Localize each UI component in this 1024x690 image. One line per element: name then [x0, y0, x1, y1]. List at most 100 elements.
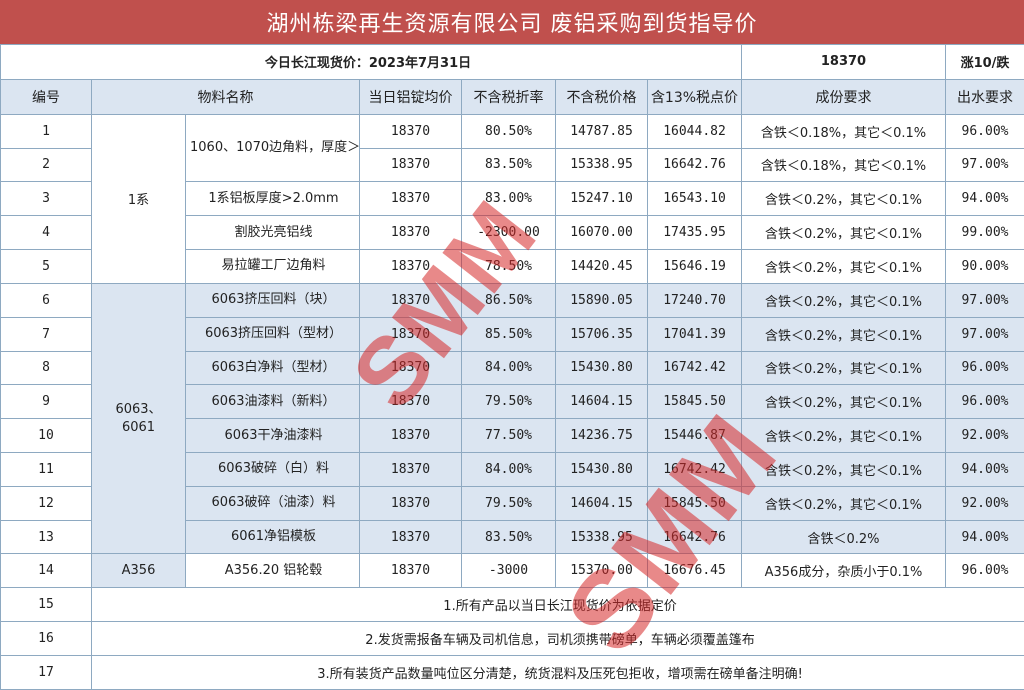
water-requirement: 97.00% [945, 147, 1024, 183]
row-number: 1 [0, 113, 92, 149]
water-requirement: 96.00% [945, 553, 1024, 589]
price-excl-tax: 14787.85 [555, 113, 648, 149]
discount-rate: 80.50% [461, 113, 556, 149]
table-row: 9 6063油漆料（新料） 18370 79.50% 14604.15 15845.50 含… [0, 384, 1024, 420]
price-excl-tax: 15338.95 [555, 147, 648, 183]
row-number: 12 [0, 485, 92, 521]
price-incl-tax: 17435.95 [647, 215, 742, 251]
table-row: 4 割胶光亮铝线 18370 -2300.00 16070.00 17435.95 含铁＜0… [0, 215, 1024, 251]
discount-rate: 83.50% [461, 519, 556, 555]
row-number: 6 [0, 282, 92, 318]
table-row: 12 6063破碎（油漆）料 18370 79.50% 14604.15 15845.50… [0, 485, 1024, 521]
row-number: 2 [0, 147, 92, 183]
discount-rate: 78.50% [461, 249, 556, 284]
ingot-avg-price: 18370 [359, 181, 462, 217]
header-cell: 编号 [0, 78, 92, 115]
water-requirement: 92.00% [945, 485, 1024, 521]
composition-requirement: 含铁＜0.2%，其它＜0.1% [741, 181, 946, 217]
discount-rate: -3000 [461, 553, 556, 589]
row-number: 8 [0, 350, 92, 386]
price-incl-tax: 16742.42 [647, 452, 742, 487]
spot-price-row: 今日长江现货价：2023年7月31日 18370 涨10/跌 [0, 44, 1024, 80]
spot-price-change: 涨10/跌 [945, 44, 1024, 80]
composition-requirement: 含铁＜0.2%，其它＜0.1% [741, 215, 946, 251]
ingot-avg-price: 18370 [359, 553, 462, 589]
ingot-avg-price: 18370 [359, 316, 462, 352]
spot-price-value: 18370 [741, 44, 946, 80]
composition-requirement: 含铁＜0.2%，其它＜0.1% [741, 350, 946, 386]
composition-requirement: A356成分，杂质小于0.1% [741, 553, 946, 589]
price-excl-tax: 16070.00 [555, 215, 648, 251]
material-name: 6063白净料（型材） [185, 350, 360, 386]
ingot-avg-price: 18370 [359, 452, 462, 487]
price-incl-tax: 15446.87 [647, 418, 742, 453]
price-excl-tax: 15430.80 [555, 350, 648, 386]
ingot-avg-price: 18370 [359, 485, 462, 521]
discount-rate: 85.50% [461, 316, 556, 352]
material-name: 割胶光亮铝线 [185, 215, 360, 251]
price-excl-tax: 15338.95 [555, 519, 648, 555]
table-row: 14 A356 A356.20 铝轮毂 18370 -3000 15370.00 16676… [0, 553, 1024, 589]
row-number: 16 [0, 621, 92, 657]
price-excl-tax: 15370.00 [555, 553, 648, 589]
water-requirement: 96.00% [945, 350, 1024, 386]
material-name: 1060、1070边角料，厚度＞2.0mm [185, 113, 360, 183]
price-excl-tax: 15430.80 [555, 452, 648, 487]
material-name: 6061净铝模板 [185, 519, 360, 555]
sheet-title: 湖州栋梁再生资源有限公司 废铝采购到货指导价 [0, 0, 1024, 44]
water-requirement: 94.00% [945, 452, 1024, 487]
price-excl-tax: 14236.75 [555, 418, 648, 453]
table-row: 8 6063白净料（型材） 18370 84.00% 15430.80 16742.42 含… [0, 350, 1024, 386]
row-number: 15 [0, 587, 92, 623]
discount-rate: 83.50% [461, 147, 556, 183]
discount-rate: 86.50% [461, 282, 556, 318]
table-row: 2 18370 83.50% 15338.95 16642.76 含铁＜0.18%，其它＜… [0, 147, 1024, 183]
note-text: 2.发货需报备车辆及司机信息，司机须携带磅单，车辆必须覆盖篷布 [91, 621, 1024, 657]
table-row: 10 6063干净油漆料 18370 77.50% 14236.75 15446.87 含铁… [0, 418, 1024, 453]
group-cell: 1系 [91, 113, 186, 284]
composition-requirement: 含铁＜0.18%，其它＜0.1% [741, 147, 946, 183]
header-cell: 出水要求 [945, 78, 1024, 115]
header-cell: 物料名称 [91, 78, 360, 115]
price-incl-tax: 15845.50 [647, 485, 742, 521]
discount-rate: -2300.00 [461, 215, 556, 251]
note-text: 1.所有产品以当日长江现货价为依据定价 [91, 587, 1024, 623]
price-incl-tax: 16543.10 [647, 181, 742, 217]
row-number: 17 [0, 655, 92, 690]
water-requirement: 96.00% [945, 384, 1024, 420]
header-cell: 当日铝锭均价 [359, 78, 462, 115]
note-text: 3.所有装货产品数量吨位区分清楚，统货混料及压死包拒收，增项需在磅单备注明确! [91, 655, 1024, 690]
header-cell: 成份要求 [741, 78, 946, 115]
material-name: 6063破碎（油漆）料 [185, 485, 360, 521]
discount-rate: 84.00% [461, 452, 556, 487]
ingot-avg-price: 18370 [359, 350, 462, 386]
composition-requirement: 含铁＜0.2%，其它＜0.1% [741, 316, 946, 352]
composition-requirement: 含铁＜0.2% [741, 519, 946, 555]
header-cell: 含13%税点价 [647, 78, 742, 115]
ingot-avg-price: 18370 [359, 519, 462, 555]
discount-rate: 83.00% [461, 181, 556, 217]
note-row: 15 1.所有产品以当日长江现货价为依据定价 [0, 587, 1024, 623]
material-name: 6063挤压回料（块） [185, 282, 360, 318]
row-number: 5 [0, 249, 92, 284]
price-incl-tax: 16676.45 [647, 553, 742, 589]
price-table: 今日长江现货价：2023年7月31日 18370 涨10/跌 编号 物料名称 当… [0, 44, 1024, 690]
price-incl-tax: 17240.70 [647, 282, 742, 318]
table-row: 11 6063破碎（白）料 18370 84.00% 15430.80 16742.42 含… [0, 452, 1024, 487]
ingot-avg-price: 18370 [359, 249, 462, 284]
price-incl-tax: 15646.19 [647, 249, 742, 284]
row-number: 7 [0, 316, 92, 352]
material-name: 6063挤压回料（型材） [185, 316, 360, 352]
water-requirement: 99.00% [945, 215, 1024, 251]
row-number: 4 [0, 215, 92, 251]
water-requirement: 97.00% [945, 316, 1024, 352]
price-excl-tax: 15706.35 [555, 316, 648, 352]
composition-requirement: 含铁＜0.2%，其它＜0.1% [741, 485, 946, 521]
ingot-avg-price: 18370 [359, 113, 462, 149]
table-row: 6 6063、 6061 6063挤压回料（块） 18370 86.50% 15890.0… [0, 282, 1024, 555]
composition-requirement: 含铁＜0.2%，其它＜0.1% [741, 384, 946, 420]
price-incl-tax: 16044.82 [647, 113, 742, 149]
row-number: 9 [0, 384, 92, 420]
discount-rate: 79.50% [461, 384, 556, 420]
material-name: 6063油漆料（新料） [185, 384, 360, 420]
